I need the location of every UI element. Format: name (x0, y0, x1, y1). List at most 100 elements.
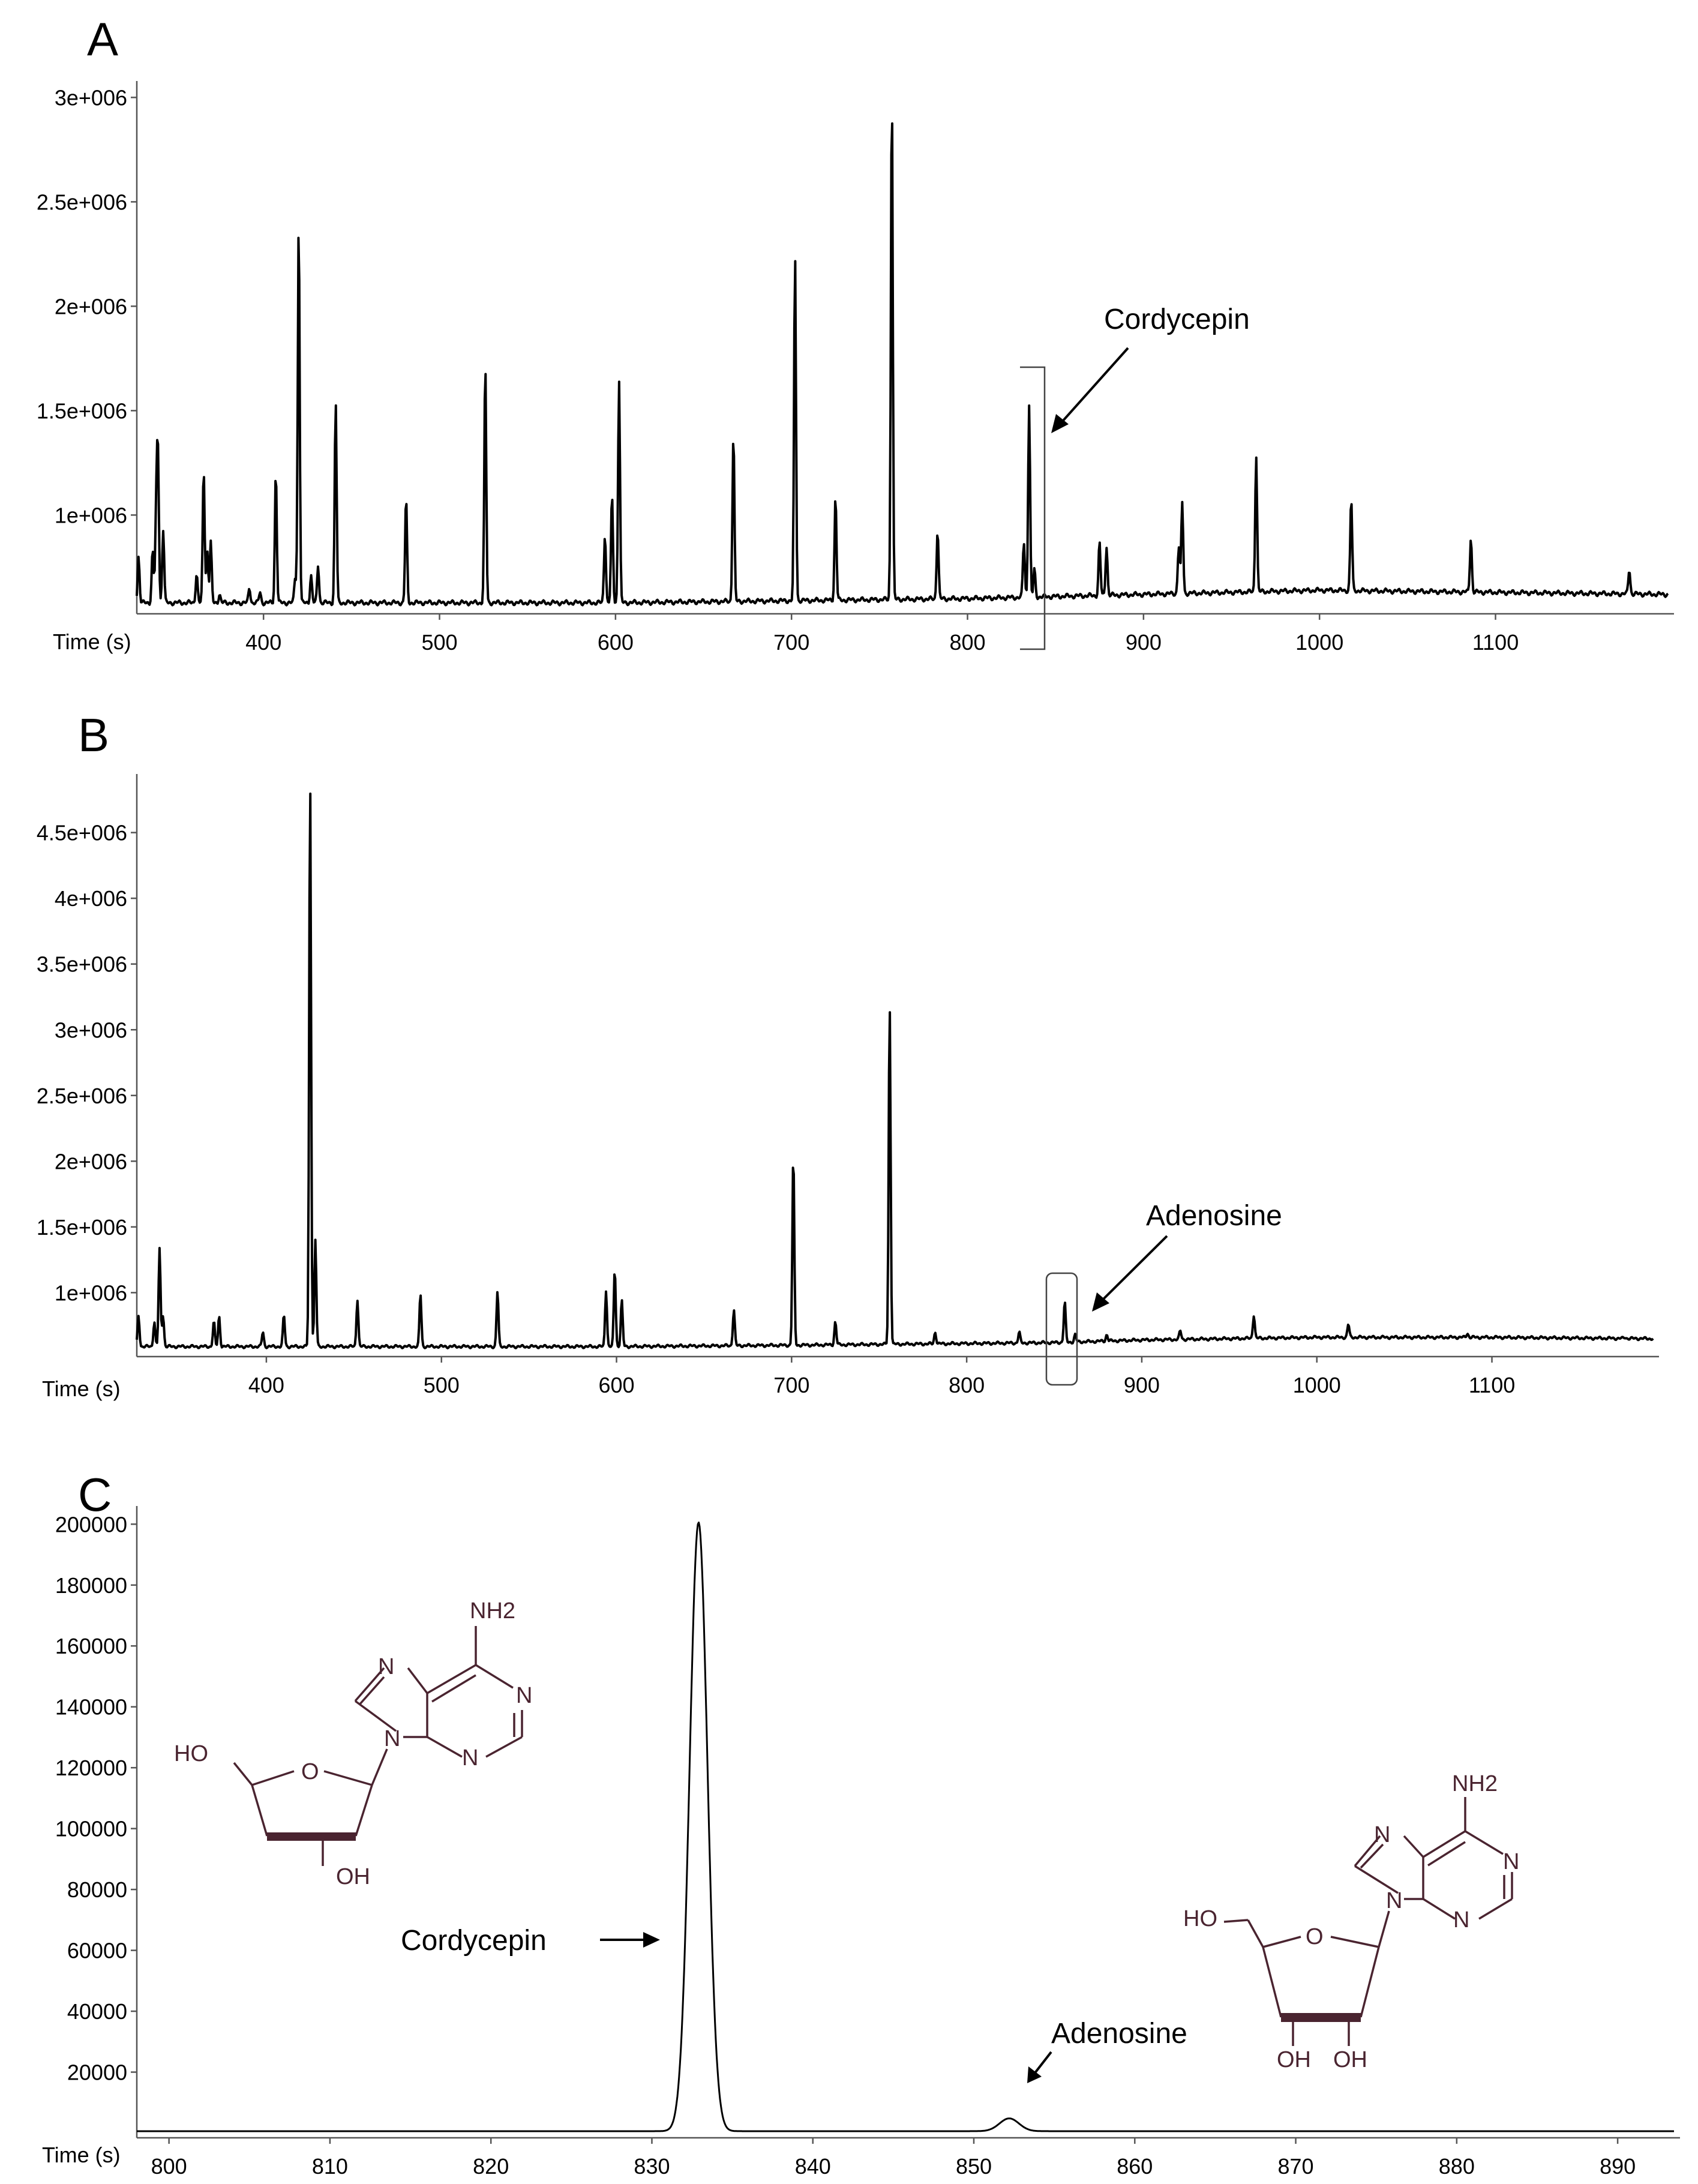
cordycepin-atom-labels: NH2 N N N N HO O OH (174, 1598, 532, 1889)
y-tick-label: 80000 (67, 1877, 127, 1902)
cordycepin-arrowhead (1051, 414, 1069, 433)
panel-label-c: C (78, 1468, 112, 1521)
adenosine-arrowhead-c (1027, 2066, 1042, 2083)
x-axis-label-b: Time (s) (42, 1376, 121, 1401)
x-tick-label: 800 (151, 2154, 187, 2179)
svg-text:OH: OH (336, 1864, 370, 1889)
y-tick-label: 3e+006 (55, 1018, 127, 1042)
svg-text:N: N (378, 1654, 394, 1679)
series-line-b (136, 792, 1654, 1349)
x-tick-label: 880 (1439, 2154, 1475, 2179)
y-tick-labels-b: 1e+006 1.5e+006 2e+006 2.5e+006 3e+006 3.5e+0… (37, 821, 137, 1305)
y-tick-label: 4.5e+006 (37, 821, 127, 845)
y-tick-label: 3e+006 (55, 85, 127, 110)
y-tick-labels-a: 1e+006 1.5e+006 2e+006 2.5e+006 3e+006 (37, 85, 137, 527)
svg-text:HO: HO (174, 1741, 208, 1766)
x-tick-label: 700 (773, 1373, 809, 1397)
annotation-adenosine-c: Adenosine (1051, 2018, 1187, 2050)
svg-text:O: O (301, 1759, 319, 1784)
x-tick-label: 850 (956, 2154, 992, 2179)
series-line-c (136, 1521, 1675, 2132)
annotation-adenosine-b: Adenosine (1146, 1200, 1282, 1232)
panel-label-b: B (78, 709, 109, 761)
adenosine-arrow-c (1033, 2051, 1052, 2075)
y-tick-label: 60000 (67, 1939, 127, 1963)
svg-text:HO: HO (1183, 1906, 1217, 1931)
x-tick-label: 600 (598, 630, 634, 655)
svg-text:N: N (1503, 1849, 1519, 1874)
x-tick-label: 800 (949, 630, 985, 655)
y-tick-label: 120000 (55, 1756, 127, 1780)
x-axis-label-a: Time (s) (53, 629, 131, 654)
x-tick-label: 870 (1278, 2154, 1314, 2179)
x-axis-label-c: Time (s) (42, 2143, 121, 2167)
axes-b (136, 774, 1659, 1358)
x-tick-label: 1100 (1469, 1373, 1515, 1397)
y-tick-label: 2e+006 (55, 1149, 127, 1174)
cordycepin-arrow (1056, 347, 1129, 428)
y-tick-label: 180000 (55, 1573, 127, 1598)
svg-text:OH: OH (1277, 2047, 1311, 2072)
x-tick-labels-a: 400 500 600 700 800 900 1000 1100 (245, 614, 1519, 655)
y-tick-label: 140000 (55, 1695, 127, 1720)
svg-text:N: N (462, 1745, 478, 1771)
adenosine-highlight-box (1045, 1272, 1078, 1386)
svg-text:N: N (516, 1683, 532, 1708)
y-tick-label: 4e+006 (55, 886, 127, 911)
x-tick-label: 840 (795, 2154, 831, 2179)
axes-c (136, 1506, 1680, 2139)
svg-text:OH: OH (1333, 2047, 1367, 2072)
cordycepin-arrowhead-c (643, 1932, 660, 1948)
x-tick-label: 600 (598, 1373, 634, 1397)
y-tick-label: 1e+006 (55, 1280, 127, 1305)
cordycepin-bracket (1020, 366, 1046, 650)
x-tick-label: 900 (1126, 630, 1162, 655)
svg-text:O: O (1306, 1924, 1324, 1949)
x-tick-label: 830 (634, 2154, 670, 2179)
svg-text:N: N (1374, 1822, 1390, 1847)
x-tick-label: 500 (424, 1373, 460, 1397)
x-tick-label: 820 (473, 2154, 509, 2179)
y-tick-label: 160000 (55, 1634, 127, 1658)
svg-text:N: N (384, 1726, 400, 1751)
x-tick-label: 1000 (1295, 630, 1343, 655)
x-tick-label: 400 (245, 630, 281, 655)
y-tick-label: 2.5e+006 (37, 1084, 127, 1108)
y-tick-label: 2.5e+006 (37, 190, 127, 214)
y-tick-label: 100000 (55, 1817, 127, 1841)
y-tick-label: 3.5e+006 (37, 952, 127, 977)
y-tick-label: 2e+006 (55, 294, 127, 319)
series-line-a (136, 122, 1669, 607)
annotation-cordycepin-c: Cordycepin (401, 1925, 547, 1957)
x-tick-label: 860 (1117, 2154, 1153, 2179)
adenosine-arrow (1098, 1235, 1168, 1304)
cordycepin-structure (233, 1626, 523, 1866)
axes-a (136, 81, 1674, 615)
x-tick-label: 1100 (1472, 630, 1519, 655)
x-tick-label: 1000 (1293, 1373, 1341, 1397)
x-tick-label: 810 (312, 2154, 348, 2179)
y-tick-labels-c: 20000 40000 60000 80000 100000 120000 140000 16… (55, 1512, 137, 2085)
svg-text:NH2: NH2 (1452, 1771, 1498, 1796)
adenosine-arrowhead (1092, 1292, 1109, 1312)
x-tick-label: 800 (949, 1373, 985, 1397)
svg-text:N: N (1386, 1888, 1402, 1913)
chart-panel-b: 400 500 600 700 800 900 1000 1100 1e+006 1.5e+00… (37, 774, 1659, 1401)
y-tick-label: 1.5e+006 (37, 398, 127, 423)
x-tick-label: 500 (421, 630, 457, 655)
y-tick-label: 1e+006 (55, 503, 127, 527)
y-tick-label: 1.5e+006 (37, 1215, 127, 1240)
y-tick-label: 20000 (67, 2060, 127, 2085)
x-tick-label: 900 (1124, 1373, 1160, 1397)
y-tick-label: 200000 (55, 1512, 127, 1537)
x-tick-label: 400 (248, 1373, 284, 1397)
adenosine-structure (1223, 1797, 1513, 2046)
y-tick-label: 40000 (67, 1999, 127, 2024)
x-tick-labels-b: 400 500 600 700 800 900 1000 1100 (248, 1357, 1515, 1397)
annotation-cordycepin-a: Cordycepin (1104, 304, 1250, 335)
chart-panel-c: 800 810 820 830 840 850 860 870 880 890 20000 4000… (42, 1506, 1680, 2179)
svg-text:N: N (1453, 1907, 1469, 1933)
x-tick-label: 890 (1600, 2154, 1636, 2179)
svg-text:NH2: NH2 (470, 1598, 515, 1624)
chart-panel-a: 400 500 600 700 800 900 1000 1100 1e+006 1.5e+00… (37, 81, 1674, 655)
